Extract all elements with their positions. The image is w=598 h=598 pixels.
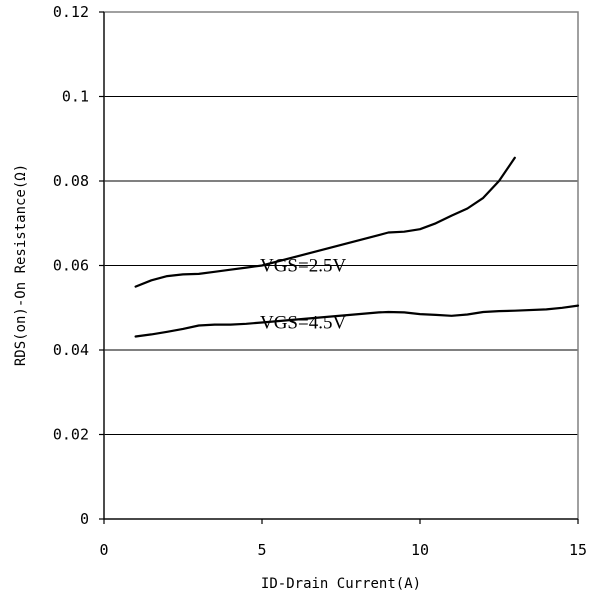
x-tick-label: 10 <box>411 541 429 559</box>
y-tick-label: 0.04 <box>53 341 89 359</box>
series-label-2: VGS=4.5V <box>260 313 346 334</box>
x-axis-label: ID-Drain Current(A) <box>261 576 421 592</box>
x-tick-label: 15 <box>569 541 587 559</box>
y-tick-labels: 0 0.02 0.04 0.06 0.08 0.1 0.12 <box>53 3 89 528</box>
y-tick-label: 0.08 <box>53 172 89 190</box>
series-label-1: VGS=2.5V <box>260 256 346 277</box>
y-tick-label: 0.1 <box>62 88 89 106</box>
series-lines <box>134 156 580 338</box>
y-tick-label: 0.02 <box>53 426 89 444</box>
x-tick-label: 0 <box>99 541 108 559</box>
series-line-1 <box>134 156 516 288</box>
y-tick-label: 0.12 <box>53 3 89 21</box>
series-labels: VGS=2.5V VGS=4.5V <box>260 256 346 334</box>
y-axis-label: RDS(on)-On Resistance(Ω) <box>13 164 29 366</box>
x-tick-labels: 0 5 10 15 <box>99 541 587 559</box>
x-tick-label: 5 <box>257 541 266 559</box>
series-line-2 <box>134 304 580 338</box>
tick-marks <box>99 11 579 524</box>
y-tick-label: 0.06 <box>53 257 89 275</box>
y-tick-label: 0 <box>80 510 89 528</box>
